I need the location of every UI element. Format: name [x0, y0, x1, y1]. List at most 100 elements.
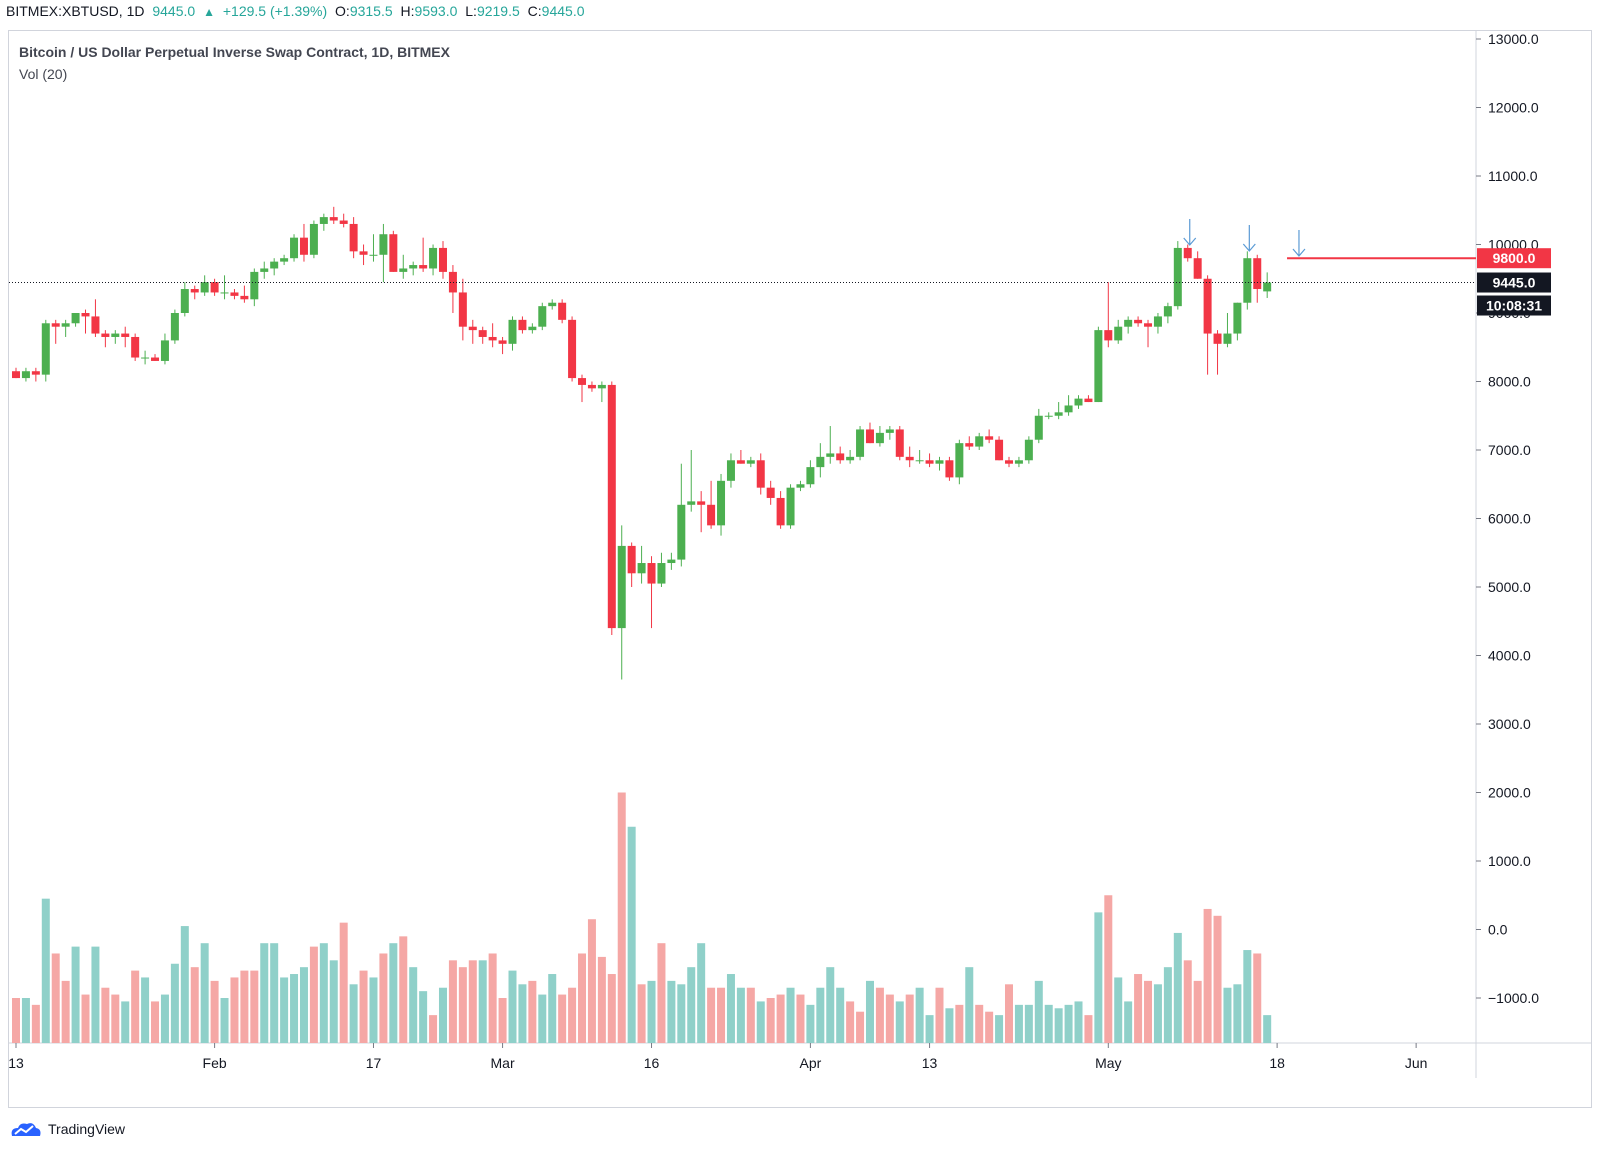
candle-body[interactable]: [687, 501, 696, 505]
candle-body[interactable]: [240, 295, 249, 300]
candle-body[interactable]: [180, 289, 189, 313]
candle-body[interactable]: [1074, 398, 1083, 406]
tradingview-brand[interactable]: TradingView: [8, 1118, 125, 1140]
candle-body[interactable]: [1223, 333, 1232, 344]
candle-body[interactable]: [1064, 405, 1073, 413]
candle-body[interactable]: [121, 333, 130, 337]
candle-body[interactable]: [31, 371, 40, 375]
candle-body[interactable]: [1014, 460, 1023, 464]
candle-body[interactable]: [1054, 412, 1063, 416]
candle-body[interactable]: [250, 271, 259, 300]
candle-body[interactable]: [965, 443, 974, 447]
candle-body[interactable]: [607, 384, 616, 629]
candle-body[interactable]: [329, 217, 338, 221]
candle-body[interactable]: [726, 460, 735, 481]
candle-body[interactable]: [1233, 302, 1242, 334]
candle-body[interactable]: [349, 223, 358, 252]
candle-body[interactable]: [131, 336, 140, 358]
candle-body[interactable]: [458, 292, 467, 327]
candle-body[interactable]: [339, 220, 348, 224]
candle-body[interactable]: [885, 429, 894, 433]
candle-body[interactable]: [170, 313, 179, 341]
candle-body[interactable]: [270, 261, 279, 269]
candle-body[interactable]: [419, 265, 428, 269]
candle-body[interactable]: [935, 460, 944, 464]
candle-body[interactable]: [478, 330, 487, 337]
candle-body[interactable]: [1084, 398, 1093, 403]
candle-body[interactable]: [1044, 415, 1053, 417]
candle-body[interactable]: [627, 545, 636, 574]
candle-body[interactable]: [200, 282, 209, 293]
candle-body[interactable]: [160, 340, 169, 361]
candle-body[interactable]: [230, 292, 239, 296]
candle-body[interactable]: [141, 357, 150, 359]
candle-body[interactable]: [190, 289, 199, 293]
candle-body[interactable]: [995, 439, 1004, 461]
candle-body[interactable]: [379, 234, 388, 255]
candle-body[interactable]: [1193, 258, 1202, 279]
candle-body[interactable]: [518, 319, 527, 331]
candle-body[interactable]: [61, 323, 70, 327]
candle-body[interactable]: [468, 326, 477, 331]
candle-body[interactable]: [1203, 278, 1212, 334]
candle-body[interactable]: [667, 559, 676, 564]
candle-body[interactable]: [101, 333, 110, 337]
candle-body[interactable]: [1124, 319, 1133, 327]
candle-body[interactable]: [1024, 439, 1033, 461]
candle-body[interactable]: [1243, 258, 1252, 303]
candle-body[interactable]: [260, 268, 269, 272]
candle-body[interactable]: [796, 484, 805, 488]
candle-body[interactable]: [299, 237, 308, 255]
candle-body[interactable]: [389, 234, 398, 272]
candle-body[interactable]: [21, 371, 30, 379]
candle-body[interactable]: [617, 545, 626, 629]
candle-body[interactable]: [91, 316, 100, 334]
candle-body[interactable]: [985, 436, 994, 440]
candle-body[interactable]: [766, 487, 775, 498]
candle-body[interactable]: [697, 501, 706, 505]
candle-body[interactable]: [1173, 247, 1182, 307]
candle-body[interactable]: [905, 456, 914, 461]
candle-body[interactable]: [1144, 323, 1153, 327]
candle-body[interactable]: [955, 443, 964, 478]
candle-body[interactable]: [587, 384, 596, 389]
candle-body[interactable]: [359, 251, 368, 255]
candle-body[interactable]: [1005, 460, 1013, 464]
candle-body[interactable]: [925, 460, 934, 464]
candle-body[interactable]: [915, 460, 924, 462]
candle-body[interactable]: [528, 326, 537, 331]
candle-body[interactable]: [558, 302, 567, 320]
candle-body[interactable]: [81, 313, 90, 317]
candle-body[interactable]: [597, 384, 606, 389]
candle-body[interactable]: [1134, 319, 1143, 324]
candle-body[interactable]: [717, 480, 726, 526]
candle-body[interactable]: [816, 456, 825, 468]
candle-body[interactable]: [756, 460, 765, 488]
candle-body[interactable]: [429, 247, 438, 269]
candle-body[interactable]: [786, 487, 795, 526]
candle-body[interactable]: [895, 429, 904, 457]
candle-body[interactable]: [399, 268, 408, 272]
down-arrow-icon[interactable]: [1292, 230, 1306, 257]
candle-body[interactable]: [12, 371, 20, 379]
candle-body[interactable]: [657, 563, 666, 584]
candle-body[interactable]: [776, 497, 785, 526]
candle-body[interactable]: [41, 323, 50, 375]
candle-body[interactable]: [856, 429, 865, 457]
candle-body[interactable]: [438, 247, 447, 272]
candle-body[interactable]: [1034, 415, 1043, 440]
candle-body[interactable]: [1263, 282, 1272, 292]
candle-body[interactable]: [865, 429, 874, 444]
candle-body[interactable]: [1163, 306, 1172, 317]
candle-body[interactable]: [568, 319, 577, 379]
candle-body[interactable]: [707, 504, 716, 526]
candle-body[interactable]: [806, 467, 815, 485]
candle-body[interactable]: [875, 432, 884, 444]
candle-body[interactable]: [548, 302, 557, 307]
candle-body[interactable]: [1253, 258, 1262, 290]
candle-body[interactable]: [369, 254, 378, 256]
volume-indicator-label[interactable]: Vol (20): [19, 66, 68, 82]
candle-body[interactable]: [1094, 330, 1103, 403]
candle-body[interactable]: [677, 504, 686, 560]
